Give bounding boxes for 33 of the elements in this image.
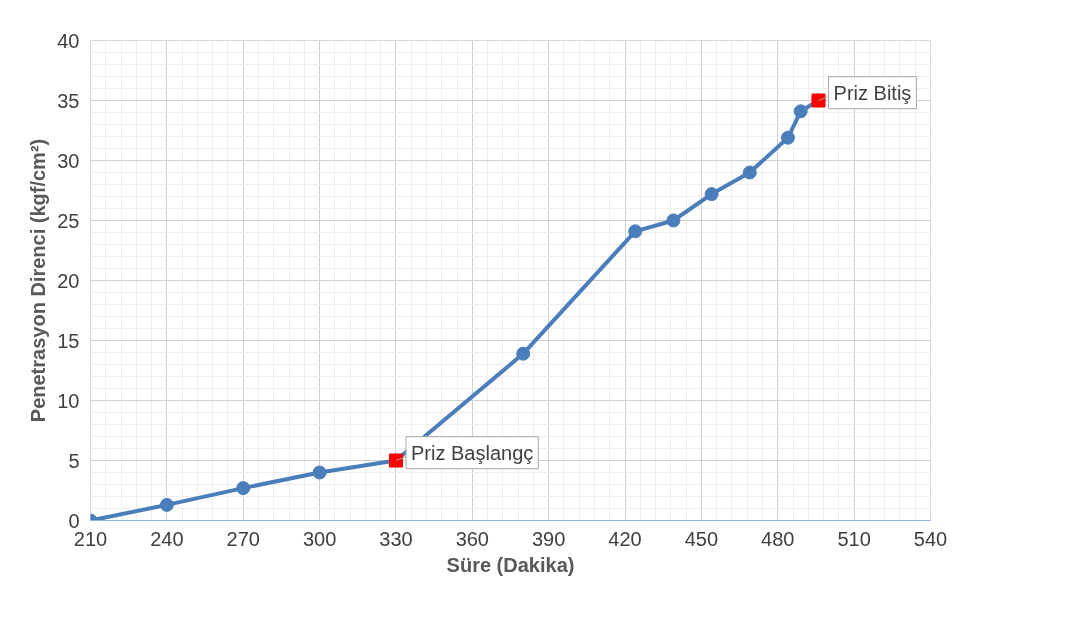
x-tick-label: 330 xyxy=(379,527,413,550)
y-tick-label: 25 xyxy=(57,209,80,232)
y-tick-label: 15 xyxy=(57,329,80,352)
x-tick-label: 240 xyxy=(150,527,184,550)
x-tick-label: 360 xyxy=(455,527,490,550)
x-tick-label: 420 xyxy=(608,527,642,550)
point xyxy=(780,130,795,145)
point xyxy=(312,465,327,480)
x-tick-label: 510 xyxy=(837,527,871,550)
y-tick-label: 40 xyxy=(57,29,80,52)
x-tick-label: 540 xyxy=(913,527,948,550)
x-tick-label: 480 xyxy=(761,527,795,550)
x-tick-label: 450 xyxy=(684,527,719,550)
point xyxy=(704,187,719,202)
annotation: Priz Başlangç xyxy=(411,441,534,464)
y-tick-label: 30 xyxy=(57,149,80,172)
x-tick-label: 270 xyxy=(226,527,260,550)
point xyxy=(159,497,174,512)
y-axis-title: Penetrasyon Direnci (kgf/cm²) xyxy=(27,138,50,423)
x-axis-title: Süre (Dakika) xyxy=(446,553,575,576)
point xyxy=(236,481,251,496)
x-tick-label: 390 xyxy=(532,527,566,550)
point xyxy=(666,213,681,228)
point xyxy=(516,346,531,361)
y-tick-label: 5 xyxy=(68,449,80,472)
annotation: Priz Bitiş xyxy=(833,81,912,104)
y-tick-label: 10 xyxy=(57,389,80,412)
point xyxy=(742,165,757,180)
point xyxy=(628,224,643,239)
y-tick-label: 35 xyxy=(57,89,80,112)
point xyxy=(793,104,808,119)
y-tick-label: 20 xyxy=(57,269,80,292)
x-tick-label: 300 xyxy=(302,527,337,550)
